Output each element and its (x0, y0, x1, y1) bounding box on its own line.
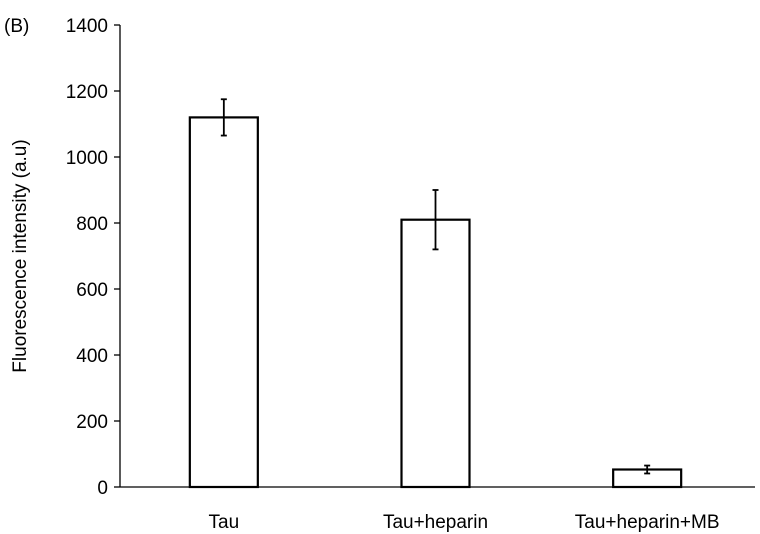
error-bar-2 (644, 464, 651, 475)
y-tick-label: 400 (76, 346, 108, 367)
error-bar-1 (432, 189, 439, 251)
y-tick-label: 800 (76, 214, 108, 235)
y-axis-title: Fluorescence intensity (a.u) (10, 139, 31, 372)
x-tick-labels: Tau Tau+heparin Tau+heparin+MB (209, 512, 720, 533)
y-tick-label: 600 (76, 280, 108, 301)
y-tick-label: 200 (76, 412, 108, 433)
x-tick-label: Tau+heparin (383, 512, 488, 533)
y-tick-label: 1000 (66, 148, 108, 169)
error-bar-0 (220, 98, 227, 137)
y-tick-label: 0 (97, 478, 108, 499)
bar-1 (400, 218, 471, 489)
y-ticks: 0 200 400 600 800 1000 1200 1400 (66, 16, 120, 499)
bar-0 (188, 116, 259, 489)
x-tick-label: Tau+heparin+MB (575, 512, 720, 533)
bars (188, 116, 683, 489)
panel-label: (B) (4, 16, 29, 37)
error-bars (220, 98, 651, 475)
y-tick-label: 1400 (66, 16, 108, 37)
y-tick-label: 1200 (66, 82, 108, 103)
x-tick-label: Tau (209, 512, 240, 533)
